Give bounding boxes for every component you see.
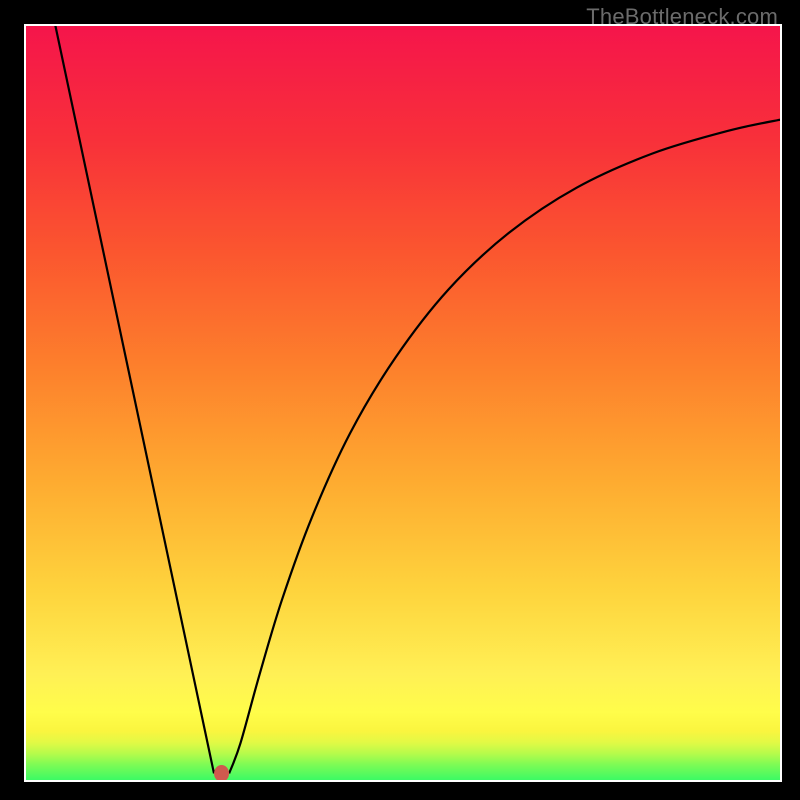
- minimum-marker: [215, 765, 229, 781]
- bottleneck-chart: [0, 0, 800, 800]
- chart-background: [26, 26, 780, 780]
